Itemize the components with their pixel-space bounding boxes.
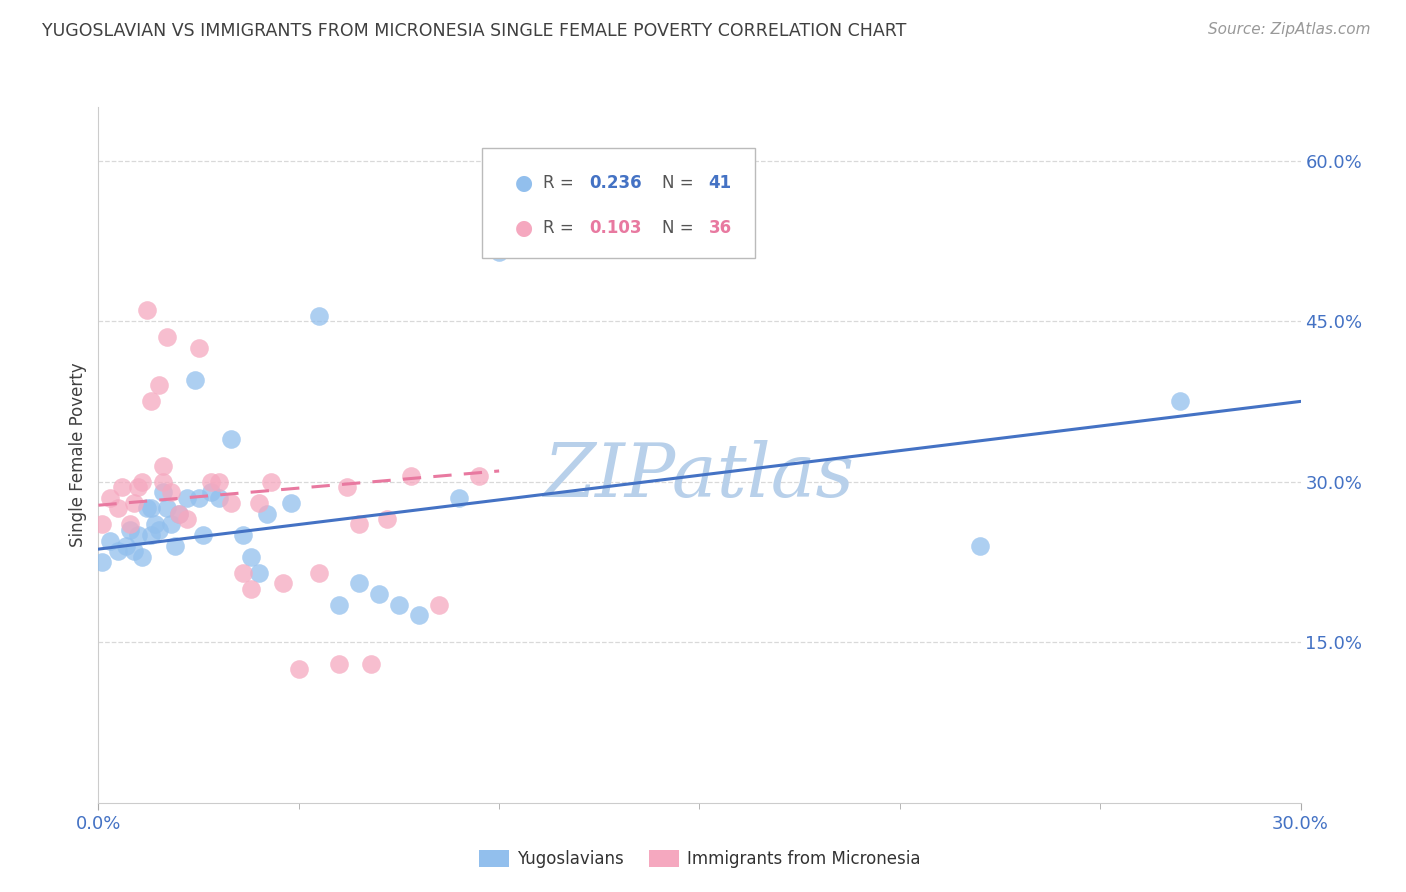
- Point: [187, 491, 209, 505]
- Point: [548, 239, 571, 253]
- Point: [247, 496, 270, 510]
- Point: [308, 566, 330, 580]
- Point: [135, 501, 157, 516]
- Point: [1170, 394, 1192, 409]
- Y-axis label: Single Female Poverty: Single Female Poverty: [69, 363, 87, 547]
- Point: [488, 244, 510, 259]
- Point: [120, 517, 142, 532]
- Point: [148, 378, 170, 392]
- Point: [107, 501, 129, 516]
- Point: [347, 576, 370, 591]
- Text: ●: ●: [515, 218, 533, 238]
- Point: [399, 469, 422, 483]
- Point: [167, 507, 190, 521]
- Point: [328, 657, 350, 671]
- Text: YUGOSLAVIAN VS IMMIGRANTS FROM MICRONESIA SINGLE FEMALE POVERTY CORRELATION CHAR: YUGOSLAVIAN VS IMMIGRANTS FROM MICRONESI…: [42, 22, 907, 40]
- Point: [152, 485, 174, 500]
- Point: [468, 469, 491, 483]
- Point: [219, 496, 242, 510]
- Point: [148, 523, 170, 537]
- Point: [232, 566, 254, 580]
- Point: [260, 475, 283, 489]
- Point: [124, 544, 146, 558]
- Point: [139, 528, 162, 542]
- Legend: Yugoslavians, Immigrants from Micronesia: Yugoslavians, Immigrants from Micronesia: [472, 843, 927, 874]
- Point: [111, 480, 134, 494]
- Point: [336, 480, 359, 494]
- Point: [152, 458, 174, 473]
- Point: [191, 528, 214, 542]
- Point: [183, 373, 205, 387]
- Point: [159, 485, 181, 500]
- Text: N =: N =: [662, 219, 699, 237]
- Point: [128, 528, 150, 542]
- Text: R =: R =: [543, 219, 578, 237]
- Text: 0.103: 0.103: [589, 219, 641, 237]
- Point: [139, 394, 162, 409]
- Point: [256, 507, 278, 521]
- Point: [200, 475, 222, 489]
- Point: [159, 517, 181, 532]
- Point: [91, 517, 114, 532]
- Point: [208, 491, 231, 505]
- Point: [408, 608, 430, 623]
- Point: [247, 566, 270, 580]
- Point: [308, 309, 330, 323]
- Point: [163, 539, 186, 553]
- Point: [239, 582, 262, 596]
- Point: [120, 523, 142, 537]
- Point: [91, 555, 114, 569]
- Text: 36: 36: [709, 219, 731, 237]
- Point: [219, 432, 242, 446]
- Point: [200, 485, 222, 500]
- Text: 0.236: 0.236: [589, 174, 641, 192]
- Point: [187, 341, 209, 355]
- Point: [176, 512, 198, 526]
- Point: [271, 576, 294, 591]
- Text: N =: N =: [662, 174, 699, 192]
- Text: R =: R =: [543, 174, 578, 192]
- Point: [375, 512, 398, 526]
- Point: [360, 657, 382, 671]
- Point: [100, 533, 122, 548]
- Point: [347, 517, 370, 532]
- Text: 41: 41: [709, 174, 731, 192]
- Point: [368, 587, 391, 601]
- Point: [107, 544, 129, 558]
- Point: [208, 475, 231, 489]
- Point: [155, 330, 177, 344]
- Point: [124, 496, 146, 510]
- Point: [328, 598, 350, 612]
- Point: [167, 507, 190, 521]
- Text: Source: ZipAtlas.com: Source: ZipAtlas.com: [1208, 22, 1371, 37]
- Point: [135, 303, 157, 318]
- Point: [131, 475, 153, 489]
- Point: [969, 539, 991, 553]
- Point: [152, 475, 174, 489]
- Point: [427, 598, 450, 612]
- Point: [143, 517, 166, 532]
- Point: [115, 539, 138, 553]
- Point: [155, 501, 177, 516]
- Text: ZIPatlas: ZIPatlas: [544, 440, 855, 512]
- Point: [131, 549, 153, 564]
- Point: [128, 480, 150, 494]
- Point: [280, 496, 302, 510]
- Point: [100, 491, 122, 505]
- Point: [139, 501, 162, 516]
- Point: [176, 491, 198, 505]
- Point: [388, 598, 411, 612]
- Point: [288, 662, 311, 676]
- Text: ●: ●: [515, 172, 533, 193]
- Point: [232, 528, 254, 542]
- Point: [447, 491, 470, 505]
- Point: [239, 549, 262, 564]
